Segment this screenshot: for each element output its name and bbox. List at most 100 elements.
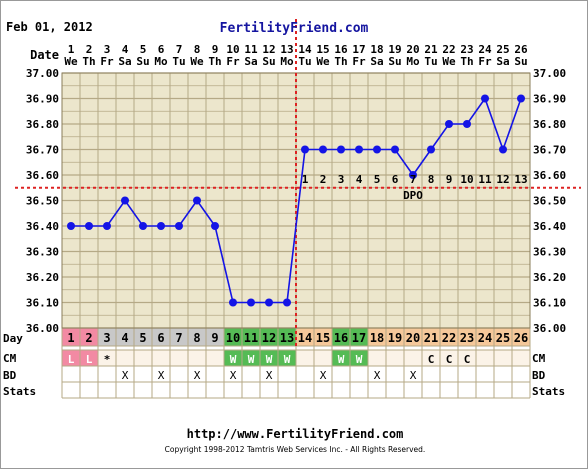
temperature-point bbox=[499, 145, 507, 154]
header-date: Feb 01, 2012 bbox=[6, 20, 93, 34]
dpo-number: 9 bbox=[446, 173, 453, 186]
temperature-point bbox=[265, 298, 273, 307]
y-tick-left: 36.60 bbox=[26, 169, 59, 182]
bd-value: X bbox=[158, 369, 165, 382]
date-label: Date bbox=[30, 48, 59, 62]
day-cell-bg bbox=[188, 328, 206, 346]
cycle-day: 3 bbox=[103, 331, 110, 345]
day-cell-bg bbox=[404, 328, 422, 346]
temperature-point bbox=[193, 196, 201, 205]
temperature-point bbox=[103, 222, 111, 230]
weekday-tick: Th bbox=[208, 55, 221, 68]
bd-value: X bbox=[122, 369, 129, 382]
cycle-day: 12 bbox=[262, 331, 276, 345]
temperature-point bbox=[139, 222, 147, 230]
y-tick-left: 36.10 bbox=[26, 297, 59, 310]
date-tick: 18 bbox=[370, 43, 383, 56]
weekday-tick: Sa bbox=[244, 55, 257, 68]
cm-label-left: CM bbox=[3, 352, 17, 365]
dpo-number: 8 bbox=[428, 173, 435, 186]
weekday-tick: Fr bbox=[478, 55, 492, 68]
cycle-day: 15 bbox=[316, 331, 330, 345]
bd-value: X bbox=[266, 369, 273, 382]
temperature-point bbox=[301, 145, 309, 154]
dpo-number: 11 bbox=[478, 173, 492, 186]
weekday-tick: We bbox=[190, 55, 204, 68]
weekday-tick: Su bbox=[262, 55, 275, 68]
day-cell-bg bbox=[206, 328, 224, 346]
date-tick: 20 bbox=[406, 43, 419, 56]
date-tick: 13 bbox=[280, 43, 293, 56]
weekday-tick: Sa bbox=[496, 55, 509, 68]
weekday-tick: Su bbox=[514, 55, 527, 68]
day-label: Day bbox=[3, 332, 23, 345]
dpo-number: 10 bbox=[460, 173, 473, 186]
day-cell-bg bbox=[224, 328, 242, 346]
date-tick: 4 bbox=[122, 43, 129, 56]
date-tick: 8 bbox=[194, 43, 201, 56]
cycle-day: 8 bbox=[193, 331, 200, 345]
temperature-point bbox=[157, 222, 165, 230]
cycle-day: 2 bbox=[85, 331, 92, 345]
cycle-day: 4 bbox=[121, 331, 128, 345]
cycle-day: 22 bbox=[442, 331, 456, 345]
y-tick-right: 37.00 bbox=[533, 67, 566, 80]
weekday-tick: Tu bbox=[424, 55, 437, 68]
date-tick: 16 bbox=[334, 43, 348, 56]
bd-value: X bbox=[230, 369, 237, 382]
cm-value: L bbox=[68, 353, 75, 366]
y-tick-left: 36.20 bbox=[26, 271, 59, 284]
cycle-day: 18 bbox=[370, 331, 384, 345]
y-tick-left: 36.90 bbox=[26, 93, 59, 106]
day-cell-bg bbox=[116, 328, 134, 346]
temperature-point bbox=[175, 222, 183, 230]
cm-cell-bg bbox=[242, 350, 260, 366]
y-tick-left: 36.40 bbox=[26, 220, 59, 233]
cm-label-right: CM bbox=[532, 352, 546, 365]
day-cell-bg bbox=[422, 328, 440, 346]
temperature-point bbox=[85, 222, 93, 230]
day-cell-bg bbox=[260, 328, 278, 346]
cycle-day: 14 bbox=[298, 331, 312, 345]
y-tick-right: 36.00 bbox=[533, 322, 566, 335]
weekday-tick: Fr bbox=[352, 55, 366, 68]
cm-value: C bbox=[428, 353, 435, 366]
date-tick: 2 bbox=[86, 43, 93, 56]
y-tick-right: 36.10 bbox=[533, 297, 566, 310]
weekday-tick: Sa bbox=[370, 55, 383, 68]
date-tick: 5 bbox=[140, 43, 147, 56]
date-tick: 15 bbox=[316, 43, 329, 56]
bd-value: X bbox=[194, 369, 201, 382]
temperature-point bbox=[121, 196, 129, 205]
y-tick-right: 36.60 bbox=[533, 169, 566, 182]
cycle-day: 26 bbox=[514, 331, 528, 345]
cm-value: C bbox=[446, 353, 453, 366]
day-cell-bg bbox=[368, 328, 386, 346]
y-tick-right: 36.70 bbox=[533, 144, 566, 157]
bd-value: X bbox=[374, 369, 381, 382]
temperature-point bbox=[373, 145, 381, 154]
day-cell-bg bbox=[134, 328, 152, 346]
day-cell-bg bbox=[80, 328, 98, 346]
cm-value: W bbox=[230, 353, 237, 366]
cm-value: C bbox=[464, 353, 471, 366]
date-tick: 14 bbox=[298, 43, 312, 56]
date-tick: 9 bbox=[212, 43, 219, 56]
y-tick-right: 36.30 bbox=[533, 246, 566, 259]
date-tick: 12 bbox=[262, 43, 275, 56]
day-cell-bg bbox=[152, 328, 170, 346]
bd-value: X bbox=[320, 369, 327, 382]
weekday-tick: Fr bbox=[100, 55, 114, 68]
cm-cell-bg bbox=[224, 350, 242, 366]
y-tick-right: 36.20 bbox=[533, 271, 566, 284]
cycle-day: 13 bbox=[280, 331, 294, 345]
y-tick-right: 36.80 bbox=[533, 118, 566, 131]
dpo-number: 13 bbox=[514, 173, 527, 186]
date-tick: 11 bbox=[244, 43, 258, 56]
date-tick: 21 bbox=[424, 43, 438, 56]
date-tick: 22 bbox=[442, 43, 455, 56]
cm-cell-bg bbox=[80, 350, 98, 366]
bd-label-left: BD bbox=[3, 369, 17, 382]
y-tick-right: 36.50 bbox=[533, 195, 566, 208]
cm-value: W bbox=[266, 353, 273, 366]
